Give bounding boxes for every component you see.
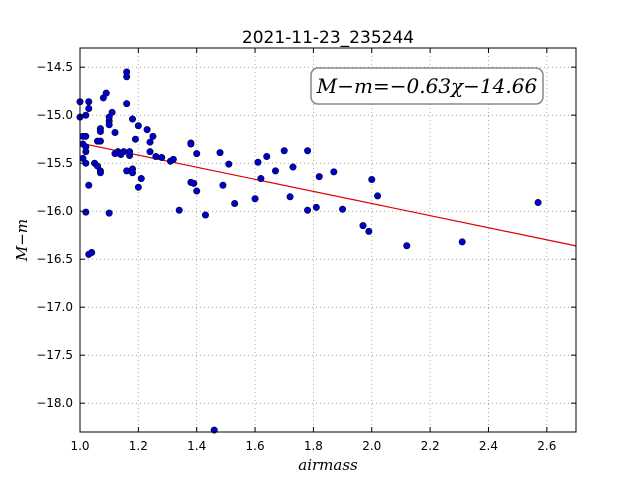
data-point	[129, 115, 137, 123]
data-point	[82, 208, 90, 216]
data-point	[304, 147, 312, 155]
x-tick-label: 2.0	[362, 439, 381, 453]
y-tick-label: −17.5	[36, 348, 73, 362]
data-point	[96, 137, 104, 145]
data-point	[458, 238, 466, 246]
data-point	[146, 148, 154, 156]
data-point	[231, 200, 239, 208]
data-point	[88, 248, 96, 256]
plot-frame	[79, 47, 577, 433]
data-point	[534, 199, 542, 207]
data-point	[312, 203, 320, 211]
data-point	[251, 195, 259, 203]
data-point	[152, 152, 160, 160]
data-point	[134, 183, 142, 191]
data-point	[137, 175, 145, 183]
data-point	[85, 104, 93, 112]
data-point	[96, 169, 104, 177]
data-point	[129, 169, 137, 177]
y-tick-label: −15.0	[36, 108, 73, 122]
data-point	[359, 222, 367, 230]
data-point	[339, 205, 347, 213]
data-point	[123, 167, 131, 175]
data-point	[193, 187, 201, 195]
data-points	[76, 68, 542, 434]
y-tick-label: −16.5	[36, 252, 73, 266]
data-point	[111, 128, 119, 136]
data-point	[102, 89, 110, 97]
data-point	[175, 206, 183, 214]
x-tick-label: 2.4	[479, 439, 498, 453]
y-tick-label: −15.5	[36, 156, 73, 170]
data-point	[304, 206, 312, 214]
x-tick-label: 1.0	[70, 439, 89, 453]
data-point	[271, 167, 279, 175]
data-point	[105, 121, 113, 129]
data-point	[134, 122, 142, 130]
x-tick-label: 1.4	[187, 439, 206, 453]
data-point	[85, 181, 93, 189]
data-point	[123, 73, 131, 81]
data-point	[280, 147, 288, 155]
axis-ticks: 1.0 1.2 1.4 1.6 1.8 2.0 2.2 2.4 2.6 −14.5 −15.0 −15…	[36, 48, 576, 453]
equation-annotation: M−m=−0.63χ−14.66	[310, 67, 544, 105]
data-point	[126, 148, 134, 156]
data-point	[403, 242, 411, 250]
data-point	[219, 181, 227, 189]
y-tick-label: −17.0	[36, 300, 73, 314]
data-point	[193, 150, 201, 158]
data-point	[82, 132, 90, 140]
x-axis-label: airmass	[298, 456, 358, 474]
data-point	[286, 193, 294, 201]
data-point	[254, 158, 262, 166]
data-point	[85, 98, 93, 106]
y-tick-label: −18.0	[36, 396, 73, 410]
data-point	[146, 138, 154, 146]
x-tick-label: 2.2	[421, 439, 440, 453]
data-point	[201, 211, 209, 219]
data-point	[365, 227, 373, 235]
data-point	[216, 149, 224, 157]
data-point	[374, 192, 382, 200]
x-tick-label: 1.6	[246, 439, 265, 453]
data-point	[225, 160, 233, 168]
data-point	[96, 125, 104, 133]
y-axis-label: M−m	[13, 219, 31, 262]
data-point	[263, 152, 271, 160]
data-point	[169, 155, 177, 163]
equation-box	[310, 67, 544, 105]
data-point	[123, 100, 131, 108]
equation-text: M−m=−0.63χ−14.66	[316, 74, 538, 98]
data-point	[289, 163, 297, 171]
x-tick-label: 1.8	[304, 439, 323, 453]
data-point	[190, 179, 198, 187]
data-point	[187, 140, 195, 148]
data-point	[120, 148, 128, 156]
y-tick-label: −14.5	[36, 60, 73, 74]
data-point	[368, 176, 376, 184]
data-point	[143, 126, 151, 134]
data-point	[158, 153, 166, 161]
data-point	[315, 173, 323, 181]
data-point	[330, 168, 338, 176]
grid	[79, 48, 576, 432]
data-point	[257, 175, 265, 183]
x-tick-label: 2.6	[537, 439, 556, 453]
chart-title: 2021-11-23_235244	[242, 28, 414, 48]
data-point	[149, 132, 157, 140]
data-point	[131, 135, 139, 143]
y-tick-label: −16.0	[36, 204, 73, 218]
data-point	[108, 108, 116, 116]
data-point	[82, 148, 90, 156]
data-point	[105, 209, 113, 217]
x-tick-label: 1.2	[129, 439, 148, 453]
